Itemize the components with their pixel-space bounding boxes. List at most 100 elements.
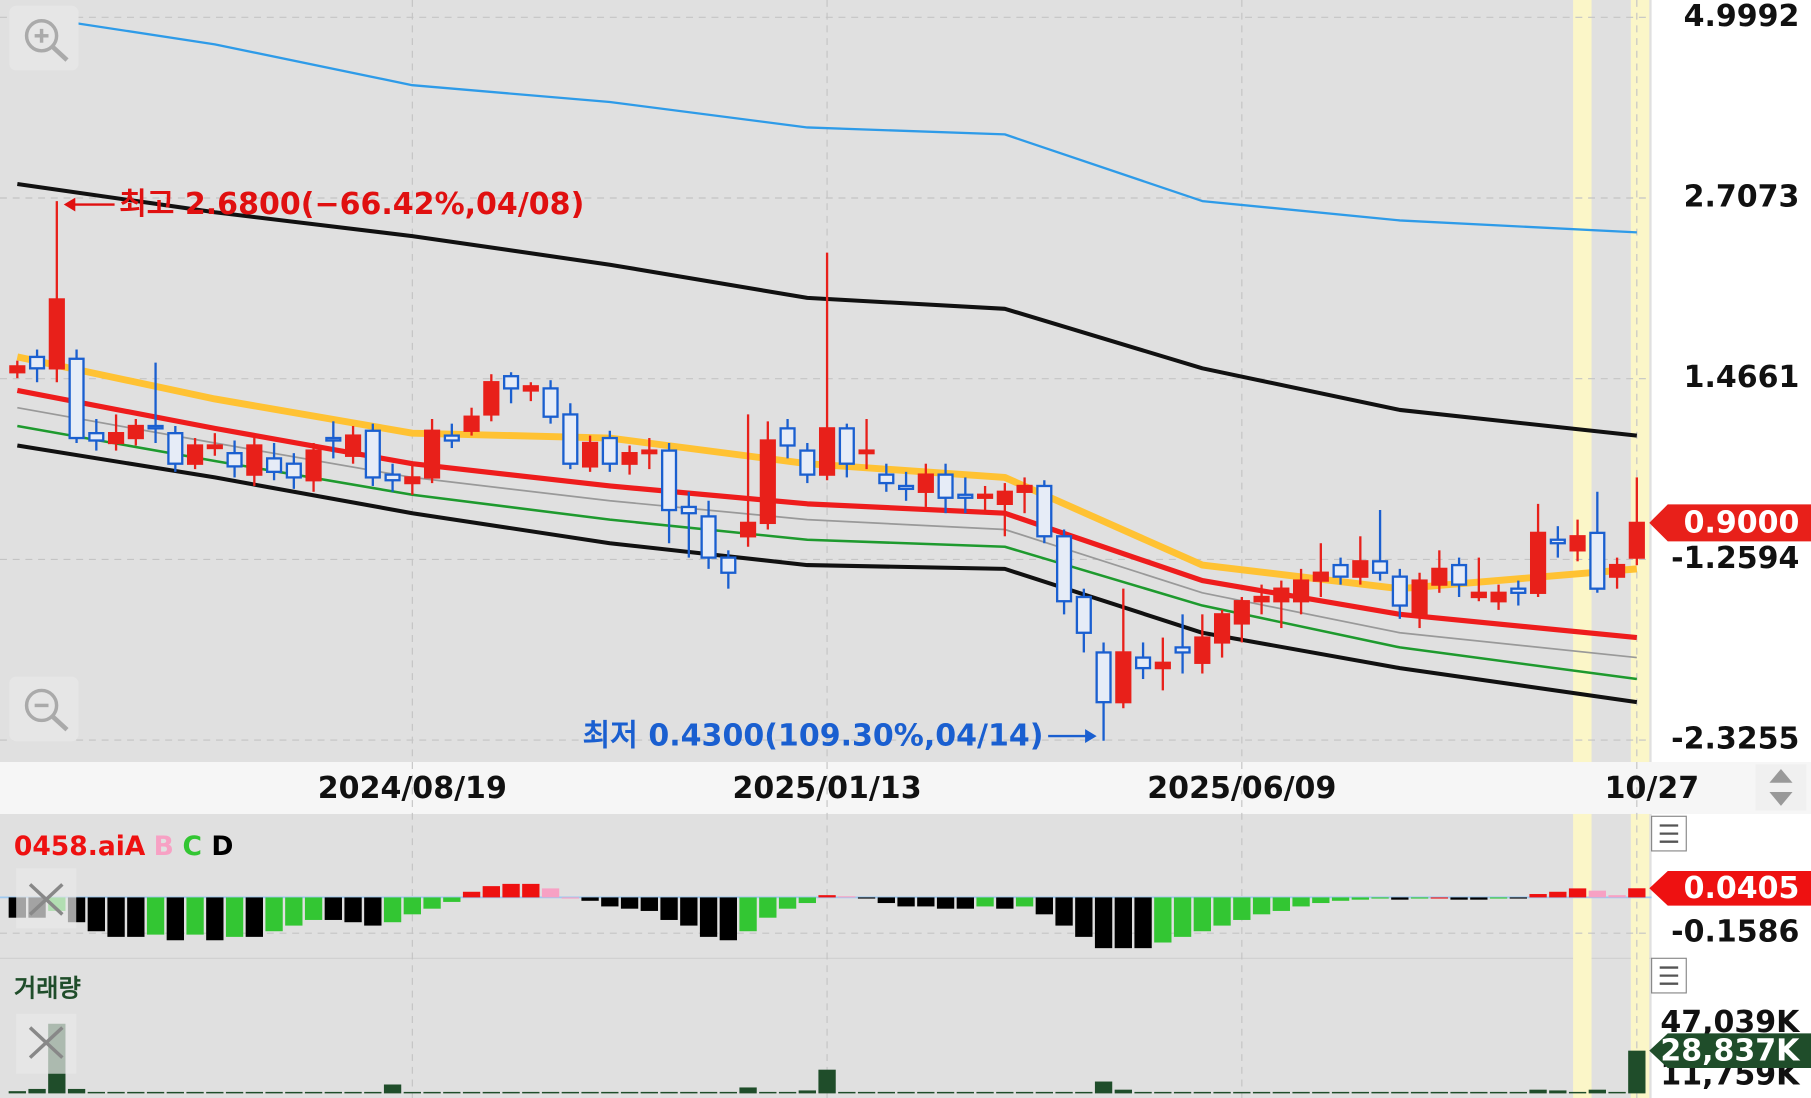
oscillator-bar [956,897,974,909]
candle-body [700,515,717,559]
candle-body [818,427,836,476]
oscillator-bar [383,897,402,923]
candle-body [1312,571,1329,582]
volume-bar [936,1091,955,1094]
candle-body [68,357,85,440]
highlight-band [1630,813,1650,1098]
volume-bar [897,1091,915,1094]
close-button[interactable] [16,868,77,929]
volume-bar [699,1091,718,1094]
candle-body [779,427,796,447]
current-price-box [1649,504,1811,542]
candle-body [404,476,421,485]
candle-body [799,449,816,476]
zoom-in[interactable] [9,5,79,71]
candle-body [265,457,283,474]
candle-body [483,381,500,416]
oscillator-bar [87,897,105,932]
volume-bar [1252,1091,1271,1094]
volume-bar [581,1091,599,1094]
volume-title: 거래량 [14,973,81,1002]
volume-bar [482,1091,500,1094]
oscillator-bar [1035,897,1053,915]
indicator-line [17,443,1638,705]
volume-bar [1588,1089,1606,1094]
candle-body [858,449,875,455]
volume-bar [1351,1091,1369,1094]
oscillator-bar [680,897,698,926]
oscillator-bar [462,891,481,898]
volume-bar [28,1088,46,1094]
candle-body [1233,600,1250,625]
candle-body [167,432,184,465]
x-tick-label: 10/27 [1605,771,1700,806]
oscillator-bar [936,897,955,909]
volume-bar [1075,1091,1093,1094]
volume-bar [8,1091,26,1094]
menu-button[interactable] [1651,957,1687,994]
volume-bar [443,1091,461,1094]
candle-body [522,385,539,392]
candle-body [996,490,1013,505]
menu-button[interactable] [1651,815,1687,852]
candle-body [581,441,599,468]
candle-body [443,434,460,442]
highlight-band [1573,0,1592,763]
volume-bar [107,1091,125,1094]
volume-bar [166,1091,184,1094]
oscillator-bar [1470,897,1488,900]
candle-body [957,493,974,499]
volume-bar [265,1091,283,1094]
candle-body [28,355,46,370]
oscillator-bar [759,897,777,918]
oscillator-bar [818,895,836,898]
volume-bar [917,1091,935,1094]
candle-body [1055,535,1073,603]
volume-bar [719,1091,737,1094]
indicator-line [17,406,1637,659]
x-tick-label: 2025/06/09 [1147,771,1336,806]
volume-bar [1114,1089,1132,1094]
candle-body [463,415,480,432]
candle-body [344,434,362,457]
volume-bar [660,1091,678,1094]
oscillator-bar [1489,897,1508,899]
volume-bar [1233,1091,1251,1094]
candle-body [1253,595,1270,603]
oscillator-bar [1134,897,1152,949]
candle-body [127,424,144,440]
oscillator-bar [778,897,797,909]
y-axis-label: 2.7073 [1684,180,1800,215]
volume-bar [956,1091,974,1094]
candle-body [621,452,638,465]
high-annotation: 최고 2.6800(−66.42%,04/08) [119,187,584,222]
oscillator-bar [699,897,718,937]
close-button[interactable] [16,1013,77,1074]
candle-body [562,413,579,465]
current-price-label: 0.9000 [1684,506,1800,541]
candle-body [206,444,223,450]
candle-body [1095,651,1112,704]
volume-bar [838,1091,856,1094]
oscillator-bar [1015,897,1034,907]
volume-bar [818,1069,836,1094]
volume-bar [601,1091,619,1094]
candle-body [1628,521,1645,559]
oscillator-bar [1312,897,1330,904]
volume-bar [462,1091,481,1094]
candle-body [1569,535,1586,552]
candle-body [186,444,204,465]
candle-body [1529,531,1547,594]
candle-body [680,505,697,515]
zoom-out[interactable] [9,676,79,742]
volume-bar [680,1091,698,1094]
volume-bar [739,1087,757,1094]
oscillator-bar [1154,897,1172,943]
oscillator-bar [1391,897,1409,900]
volume-bar [996,1091,1014,1094]
oscillator-bar [1529,894,1547,898]
oscillator-bar [206,897,224,941]
scroll-arrows[interactable] [1755,764,1807,811]
candle-body [1273,587,1290,603]
